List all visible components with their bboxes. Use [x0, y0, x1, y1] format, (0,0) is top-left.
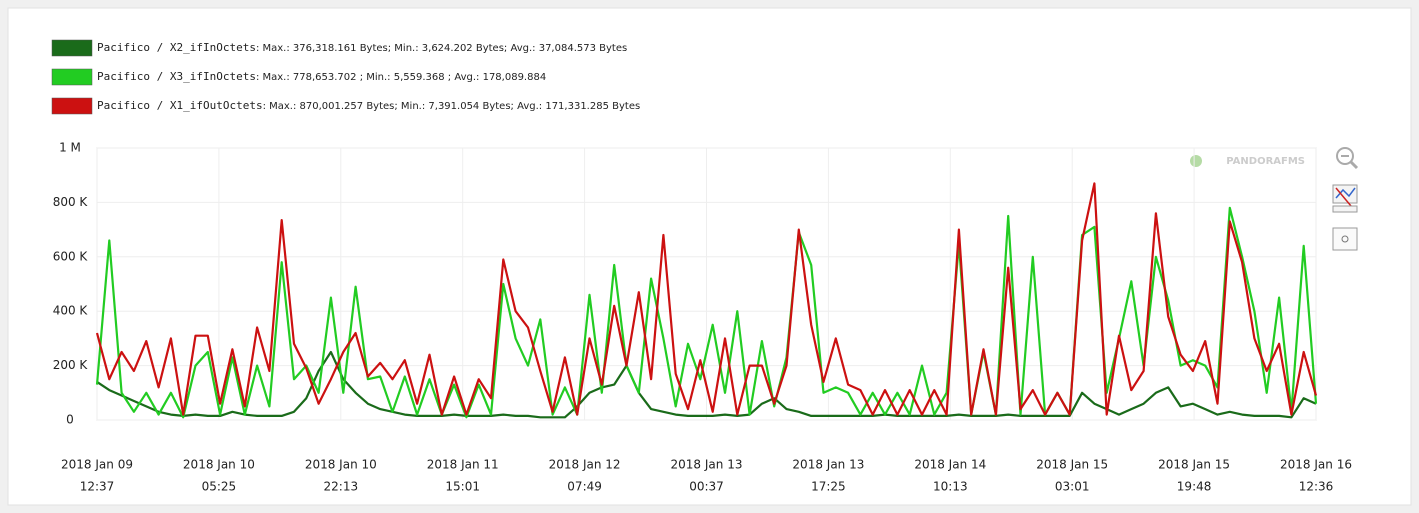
x-tick-time: 19:48	[1177, 480, 1212, 494]
legend-swatch	[51, 68, 93, 86]
x-tick-time: 15:01	[445, 480, 480, 494]
x-tick-time: 00:37	[689, 480, 724, 494]
series-line	[95, 182, 1318, 416]
legend-entry: Pacifico / X2_ifInOctets: Max.: 376,318.…	[97, 41, 627, 54]
x-tick-time: 07:49	[567, 480, 602, 494]
y-tick-label: 200 K	[53, 358, 89, 372]
x-tick-time: 03:01	[1055, 480, 1090, 494]
legend-name: Pacifico / X2_ifInOctets	[97, 41, 256, 54]
x-tick-date: 2018 Jan 11	[427, 458, 499, 472]
watermark-logo	[1190, 155, 1202, 167]
legend-entry: Pacifico / X1_ifOutOctets: Max.: 870,001…	[97, 99, 640, 112]
y-tick-label: 800 K	[53, 195, 89, 209]
y-tick-label: 400 K	[53, 304, 89, 318]
legend-stats: : Max.: 376,318.161 Bytes; Min.: 3,624.2…	[256, 43, 627, 54]
toolbar	[1332, 147, 1359, 251]
legend-swatch	[51, 97, 93, 115]
x-tick-time: 05:25	[202, 480, 237, 494]
x-tick-date: 2018 Jan 10	[183, 458, 255, 472]
zoom-icon[interactable]	[1336, 147, 1359, 170]
x-tick-date: 2018 Jan 09	[61, 458, 133, 472]
y-tick-label: 1 M	[59, 141, 81, 155]
legend-stats: : Max.: 778,653.702 ; Min.: 5,559.368 ; …	[256, 72, 546, 83]
y-tick-label: 600 K	[53, 249, 89, 263]
x-tick-time: 17:25	[811, 480, 846, 494]
legend-entry: Pacifico / X3_ifInOctets: Max.: 778,653.…	[97, 70, 546, 83]
legend-stats: : Max.: 870,001.257 Bytes; Min.: 7,391.0…	[263, 101, 641, 112]
legend-name: Pacifico / X1_ifOutOctets	[97, 99, 263, 112]
series-line	[95, 206, 1318, 419]
x-tick-date: 2018 Jan 10	[305, 458, 377, 472]
series-line	[96, 350, 1317, 419]
x-tick-date: 2018 Jan 13	[792, 458, 864, 472]
x-tick-date: 2018 Jan 15	[1158, 458, 1230, 472]
x-tick-date: 2018 Jan 16	[1280, 458, 1352, 472]
watermark: PANDORAFMS	[1226, 156, 1305, 167]
x-tick-time: 22:13	[324, 480, 359, 494]
x-tick-date: 2018 Jan 15	[1036, 458, 1108, 472]
x-tick-date: 2018 Jan 12	[549, 458, 621, 472]
x-tick-time: 10:13	[933, 480, 968, 494]
x-tick-date: 2018 Jan 13	[671, 458, 743, 472]
y-tick-label: 0	[66, 413, 74, 427]
x-tick-time: 12:37	[80, 480, 115, 494]
x-tick-time: 12:36	[1299, 480, 1334, 494]
data-icon[interactable]	[1332, 227, 1358, 251]
chart-toggle-icon[interactable]	[1332, 184, 1358, 213]
x-tick-date: 2018 Jan 14	[914, 458, 986, 472]
legend-name: Pacifico / X3_ifInOctets	[97, 70, 256, 83]
legend-swatch	[51, 39, 93, 57]
